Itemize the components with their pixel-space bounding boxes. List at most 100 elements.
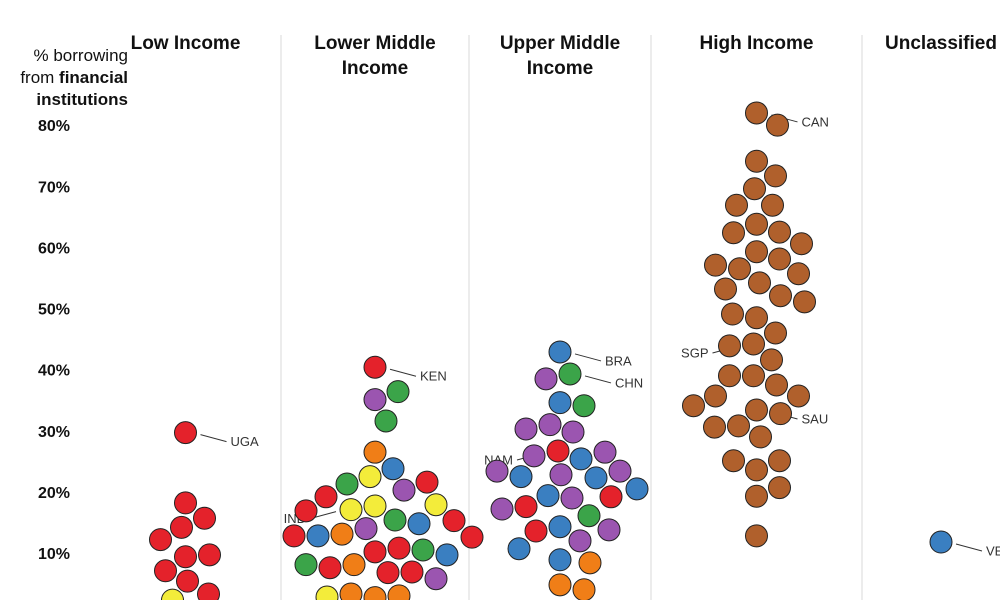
data-point <box>400 560 424 584</box>
column-title: Low Income <box>131 33 241 54</box>
data-point <box>760 348 783 372</box>
data-point <box>569 447 593 471</box>
column-title: Lower Middle Income <box>314 33 435 79</box>
y-tick-label: 40% <box>38 363 70 380</box>
data-point <box>787 384 810 408</box>
data-point <box>764 164 787 188</box>
data-point <box>761 193 784 217</box>
y-tick-label: 20% <box>38 485 70 502</box>
label-leader <box>955 543 983 552</box>
data-point <box>597 518 621 542</box>
data-point <box>363 540 387 564</box>
data-point <box>509 465 533 489</box>
data-point <box>790 232 813 256</box>
data-point <box>722 221 745 245</box>
y-axis-label: % borrowing <box>34 46 129 65</box>
data-point <box>306 524 330 548</box>
data-point <box>354 517 378 541</box>
data-point <box>548 340 572 364</box>
data-point <box>725 193 748 217</box>
y-tick-label: 80% <box>38 118 70 135</box>
data-point <box>424 567 448 591</box>
data-point <box>593 440 617 464</box>
data-point <box>745 306 768 330</box>
data-point <box>745 524 768 548</box>
data-point <box>386 380 410 404</box>
data-point <box>387 584 411 600</box>
data-point <box>193 506 216 530</box>
column-title: High Income <box>699 33 813 54</box>
data-point <box>703 415 726 439</box>
data-point <box>363 355 387 379</box>
data-point <box>315 585 339 600</box>
data-point <box>787 262 810 286</box>
data-point <box>392 478 416 502</box>
data-point <box>549 463 573 487</box>
data-point <box>714 277 737 301</box>
data-point <box>561 420 585 444</box>
point-label: SAU <box>802 411 829 426</box>
label-leader <box>584 375 612 384</box>
y-tick-label: 10% <box>38 546 70 563</box>
y-axis-label-part: from <box>20 68 54 87</box>
data-point <box>424 493 448 517</box>
data-point <box>383 508 407 532</box>
data-point <box>522 444 546 468</box>
data-point <box>330 522 354 546</box>
y-tick-label: 60% <box>38 240 70 257</box>
point-label: CHN <box>615 375 643 390</box>
data-point <box>358 465 382 489</box>
data-point <box>768 476 791 500</box>
data-point <box>154 559 177 583</box>
column-title: Upper Middle Income <box>500 33 620 79</box>
y-axis-label-part: institutions <box>36 90 128 109</box>
data-point <box>722 449 745 473</box>
point-label: CAN <box>802 114 829 129</box>
data-point <box>745 149 768 173</box>
data-point <box>514 417 538 441</box>
data-point <box>748 271 771 295</box>
data-point <box>548 515 572 539</box>
y-axis-label-part: % borrowing <box>34 46 129 65</box>
data-point <box>682 394 705 418</box>
data-point <box>339 498 363 522</box>
data-point <box>442 509 466 533</box>
data-point <box>728 257 751 281</box>
data-point <box>363 586 387 600</box>
data-point <box>197 582 220 600</box>
data-point <box>170 515 193 539</box>
data-point <box>363 440 387 464</box>
data-point <box>536 484 560 508</box>
point-label: UGA <box>231 434 260 449</box>
data-point <box>718 364 741 388</box>
data-point <box>282 524 306 548</box>
data-point <box>538 413 562 437</box>
data-point <box>599 485 623 509</box>
data-point <box>768 220 791 244</box>
data-point <box>507 537 531 561</box>
data-point <box>411 538 435 562</box>
data-point <box>339 582 363 600</box>
data-point <box>745 212 768 236</box>
y-tick-label: 50% <box>38 302 70 319</box>
data-point <box>435 543 459 567</box>
data-point <box>415 470 439 494</box>
data-point <box>721 302 744 326</box>
data-point <box>381 457 405 481</box>
y-axis-label: from financial <box>20 68 128 87</box>
data-point <box>764 321 787 345</box>
data-point <box>387 536 411 560</box>
data-point <box>765 373 788 397</box>
data-point <box>745 101 768 125</box>
data-point <box>335 472 359 496</box>
data-point <box>718 334 741 358</box>
data-point <box>548 573 572 597</box>
data-point <box>548 548 572 572</box>
data-point <box>534 367 558 391</box>
data-point <box>578 551 602 575</box>
y-axis-label: institutions <box>36 90 128 109</box>
data-point <box>374 409 398 433</box>
data-point <box>608 459 632 483</box>
label-leader <box>200 434 227 443</box>
